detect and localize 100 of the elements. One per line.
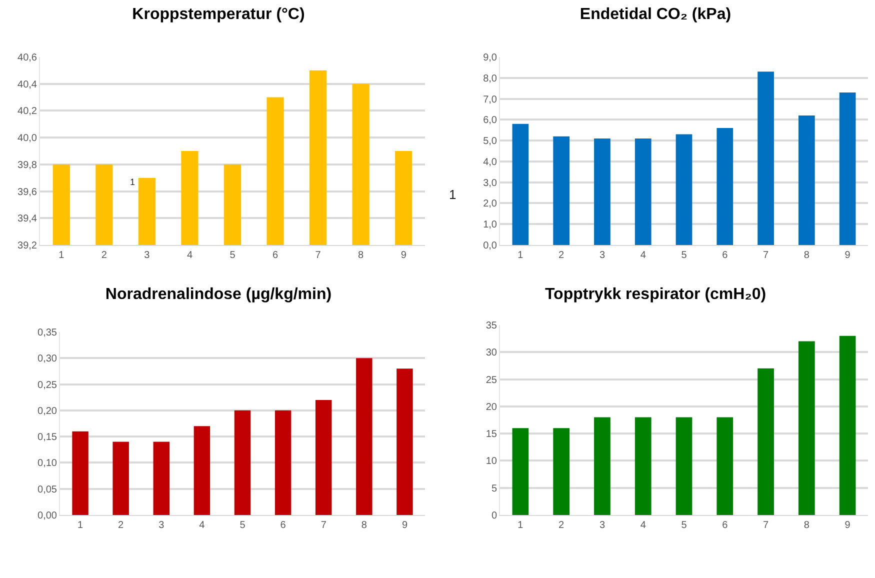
x-tick-label: 9 bbox=[402, 520, 408, 531]
x-tick-label: 9 bbox=[844, 250, 851, 261]
x-tick-label: 5 bbox=[681, 250, 688, 261]
chart-title: Endetidal CO₂ (kPa) bbox=[580, 6, 732, 24]
chart-title: Noradrenalindose (µg/kg/min) bbox=[105, 286, 332, 304]
bar bbox=[194, 426, 210, 515]
bar bbox=[594, 138, 610, 245]
bar bbox=[396, 368, 413, 515]
y-tick-label: 10 bbox=[486, 456, 498, 468]
x-tick-label: 8 bbox=[358, 250, 364, 261]
bar bbox=[634, 417, 652, 515]
y-tick-label: 1,0 bbox=[483, 220, 498, 231]
x-tick-label: 7 bbox=[763, 520, 769, 531]
y-tick-label: 0,00 bbox=[38, 510, 58, 522]
bar bbox=[512, 124, 529, 245]
x-tick-label: 3 bbox=[144, 250, 150, 261]
y-tick-label: 15 bbox=[486, 429, 498, 440]
x-tick-label: 9 bbox=[844, 520, 851, 531]
x-tick-label: 2 bbox=[558, 250, 565, 261]
bar bbox=[112, 442, 129, 515]
y-tick-label: 40,4 bbox=[18, 79, 38, 90]
bar bbox=[798, 341, 815, 515]
bar bbox=[758, 368, 774, 515]
x-tick-label: 2 bbox=[118, 520, 124, 531]
y-tick-label: 0,0 bbox=[483, 240, 498, 252]
x-tick-label: 3 bbox=[599, 250, 606, 261]
x-tick-label: 7 bbox=[763, 250, 769, 261]
x-tick-label: 5 bbox=[681, 520, 688, 531]
x-tick-label: 5 bbox=[230, 250, 236, 261]
bar bbox=[716, 417, 734, 515]
chart-title: Topptrykk respirator (cmH₂0) bbox=[544, 286, 766, 304]
text: 1 bbox=[449, 187, 456, 202]
y-tick-label: 3,0 bbox=[483, 178, 498, 189]
y-tick-label: 2,0 bbox=[483, 198, 498, 210]
y-tick-label: 0 bbox=[491, 510, 498, 522]
y-tick-label: 0,30 bbox=[38, 354, 58, 365]
bar bbox=[234, 410, 251, 515]
bar bbox=[798, 115, 815, 245]
y-tick-label: 0,20 bbox=[38, 406, 58, 417]
x-tick-label: 4 bbox=[640, 520, 646, 531]
bar bbox=[676, 134, 692, 245]
y-tick-label: 0,05 bbox=[38, 484, 58, 496]
bar bbox=[553, 428, 570, 515]
bar bbox=[274, 410, 292, 515]
x-tick-label: 4 bbox=[640, 250, 646, 261]
x-tick-label: 5 bbox=[240, 520, 246, 531]
x-tick-label: 8 bbox=[804, 520, 810, 531]
bar bbox=[634, 138, 652, 245]
chart-title: Kroppstemperatur (°C) bbox=[132, 6, 305, 24]
bar bbox=[839, 92, 856, 245]
annotation: 1 bbox=[130, 177, 136, 187]
bar bbox=[356, 358, 372, 515]
x-tick-label: 1 bbox=[78, 520, 84, 531]
x-tick-label: 1 bbox=[518, 250, 524, 261]
x-tick-label: 6 bbox=[272, 250, 278, 261]
x-tick-label: 1 bbox=[518, 520, 524, 531]
x-tick-label: 2 bbox=[101, 250, 108, 261]
y-tick-label: 5 bbox=[491, 483, 498, 494]
bar bbox=[153, 442, 170, 515]
y-tick-label: 39,8 bbox=[18, 160, 38, 171]
y-tick-label: 39,4 bbox=[18, 214, 38, 225]
y-tick-label: 40,6 bbox=[18, 52, 38, 64]
x-tick-label: 9 bbox=[400, 250, 407, 261]
x-tick-label: 7 bbox=[320, 520, 327, 531]
x-tick-label: 4 bbox=[186, 250, 193, 261]
x-tick-label: 7 bbox=[315, 250, 322, 261]
y-tick-label: 5,0 bbox=[483, 136, 498, 148]
x-tick-label: 3 bbox=[158, 520, 165, 531]
y-tick-label: 35 bbox=[486, 320, 498, 332]
x-tick-label: 6 bbox=[722, 520, 728, 531]
y-tick-label: 39,2 bbox=[18, 240, 38, 252]
x-tick-label: 2 bbox=[558, 520, 565, 531]
bar bbox=[676, 417, 692, 515]
y-tick-label: 7,0 bbox=[483, 94, 498, 106]
y-tick-label: 6,0 bbox=[483, 115, 498, 126]
y-tick-label: 0,35 bbox=[38, 328, 58, 338]
bar bbox=[716, 128, 734, 245]
y-tick-label: 40,0 bbox=[18, 133, 38, 144]
bar bbox=[72, 431, 88, 515]
x-tick-label: 6 bbox=[722, 250, 728, 261]
x-tick-label: 8 bbox=[804, 250, 810, 261]
y-tick-label: 20 bbox=[486, 402, 498, 413]
bar bbox=[758, 72, 774, 245]
y-tick-label: 30 bbox=[486, 348, 498, 359]
y-tick-label: 40,2 bbox=[18, 106, 38, 118]
y-tick-label: 0,15 bbox=[38, 432, 58, 444]
y-tick-label: 0,10 bbox=[38, 458, 58, 470]
y-tick-label: 0,25 bbox=[38, 380, 58, 391]
x-tick-label: 8 bbox=[361, 520, 368, 531]
bar bbox=[553, 136, 570, 245]
y-tick-label: 25 bbox=[486, 374, 498, 386]
x-tick-label: 3 bbox=[599, 520, 606, 531]
y-tick-label: 39,6 bbox=[18, 186, 38, 198]
y-tick-label: 9,0 bbox=[483, 52, 498, 64]
x-tick-label: 1 bbox=[58, 250, 65, 261]
y-tick-label: 4,0 bbox=[483, 156, 498, 168]
x-tick-label: 4 bbox=[199, 520, 206, 531]
bar bbox=[839, 336, 856, 515]
bar bbox=[512, 428, 529, 515]
y-tick-label: 8,0 bbox=[483, 73, 498, 84]
